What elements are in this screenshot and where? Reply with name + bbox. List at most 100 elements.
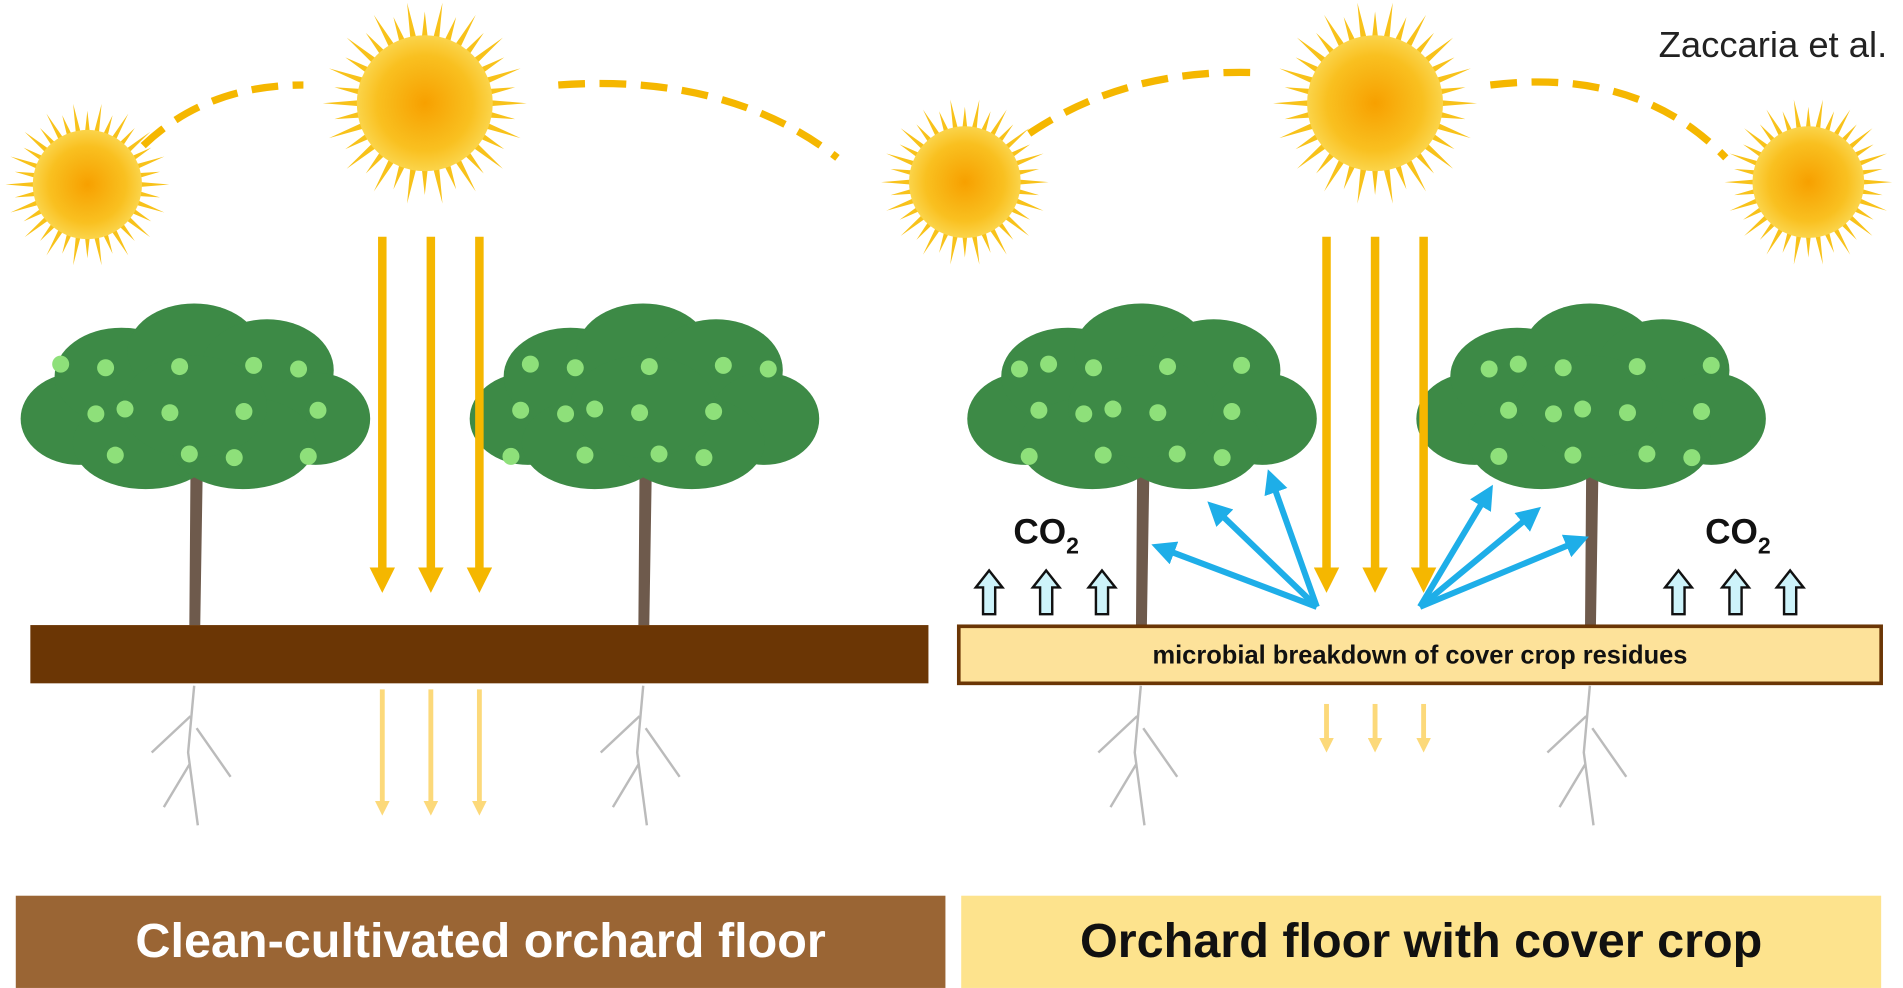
reflected-arrow bbox=[1163, 549, 1317, 607]
fruit bbox=[300, 448, 317, 465]
fruit bbox=[1619, 404, 1636, 421]
root bbox=[601, 686, 680, 826]
co2-arrow bbox=[1777, 570, 1804, 614]
fruit bbox=[1545, 405, 1562, 422]
fruit bbox=[1683, 449, 1700, 466]
sun-path bbox=[1490, 82, 1725, 158]
fruit bbox=[695, 449, 712, 466]
co2-arrow bbox=[1089, 570, 1116, 614]
fruit bbox=[512, 402, 529, 419]
tree bbox=[1416, 303, 1766, 625]
co2-sub: 2 bbox=[1758, 532, 1771, 558]
fruit bbox=[705, 403, 722, 420]
fruit bbox=[1223, 403, 1240, 420]
sun bbox=[5, 104, 169, 265]
co2-arrow bbox=[1665, 570, 1692, 614]
root bbox=[1547, 686, 1626, 826]
sun bbox=[881, 100, 1048, 265]
fruit bbox=[107, 447, 124, 464]
fruit bbox=[1011, 360, 1028, 377]
fruit bbox=[1510, 356, 1527, 373]
fruit bbox=[1040, 356, 1057, 373]
fruit bbox=[226, 449, 243, 466]
fruit bbox=[1574, 401, 1591, 418]
fruit bbox=[651, 445, 668, 462]
fruit bbox=[245, 357, 262, 374]
fruit bbox=[1075, 405, 1092, 422]
diagram: Zaccaria et al. microbial breakdown of c… bbox=[0, 0, 1903, 988]
sun-disc bbox=[1307, 35, 1443, 171]
co2-main: CO bbox=[1013, 513, 1066, 552]
co2-label: CO2 bbox=[1705, 513, 1771, 559]
fruit bbox=[290, 360, 307, 377]
right-banner-text: Orchard floor with cover crop bbox=[1080, 914, 1762, 968]
co2-main: CO bbox=[1705, 513, 1758, 552]
tree bbox=[967, 303, 1317, 625]
fruit bbox=[760, 360, 777, 377]
co2-label: CO2 bbox=[1013, 513, 1079, 559]
fruit bbox=[1104, 401, 1121, 418]
sun-path bbox=[558, 83, 837, 157]
sun-disc bbox=[33, 130, 142, 239]
fruit bbox=[161, 404, 178, 421]
co2-sub: 2 bbox=[1066, 532, 1079, 558]
fruit bbox=[52, 356, 69, 373]
fruit bbox=[181, 445, 198, 462]
credit: Zaccaria et al. bbox=[1659, 24, 1888, 65]
sun-disc bbox=[909, 126, 1021, 238]
fruit bbox=[87, 405, 104, 422]
fruit bbox=[631, 404, 648, 421]
fruit bbox=[1214, 449, 1231, 466]
fruit bbox=[1159, 358, 1176, 375]
sunlight-arrows bbox=[382, 237, 1423, 809]
fruit bbox=[117, 401, 134, 418]
sun bbox=[1273, 3, 1477, 204]
fruit bbox=[1085, 359, 1102, 376]
fruit bbox=[1703, 357, 1720, 374]
fruit bbox=[235, 403, 252, 420]
tree bbox=[470, 303, 820, 625]
sun-path bbox=[143, 85, 303, 146]
fruit bbox=[522, 356, 539, 373]
page: {"credit": "Zaccaria et al.", "left_pane… bbox=[0, 0, 1903, 988]
fruit bbox=[97, 359, 114, 376]
sun-disc bbox=[357, 35, 493, 171]
fruit bbox=[576, 447, 593, 464]
soil-label: microbial breakdown of cover crop residu… bbox=[1152, 641, 1687, 669]
tree bbox=[21, 303, 371, 625]
fruit bbox=[1638, 445, 1655, 462]
fruit bbox=[1095, 447, 1112, 464]
fruit bbox=[1481, 360, 1498, 377]
fruit bbox=[567, 359, 584, 376]
sun bbox=[323, 3, 527, 204]
fruit bbox=[557, 405, 574, 422]
fruit bbox=[309, 402, 326, 419]
fruit bbox=[1564, 447, 1581, 464]
sun-disc bbox=[1753, 126, 1865, 238]
fruit bbox=[1490, 448, 1507, 465]
co2-arrows bbox=[976, 570, 1804, 614]
roots bbox=[152, 686, 1627, 826]
fruit bbox=[1693, 403, 1710, 420]
root bbox=[152, 686, 231, 826]
reflected-light bbox=[1163, 481, 1578, 607]
fruit bbox=[641, 358, 658, 375]
co2-arrow bbox=[1033, 570, 1060, 614]
fruit bbox=[586, 401, 603, 418]
fruit bbox=[1149, 404, 1166, 421]
left-banner-text: Clean-cultivated orchard floor bbox=[135, 914, 825, 968]
sun-path bbox=[1029, 72, 1262, 133]
fruit bbox=[1169, 445, 1186, 462]
fruit bbox=[715, 357, 732, 374]
root bbox=[1098, 686, 1177, 826]
fruit bbox=[1233, 357, 1250, 374]
fruit bbox=[171, 358, 188, 375]
co2-arrow bbox=[976, 570, 1003, 614]
fruit bbox=[1021, 448, 1038, 465]
fruit bbox=[1555, 359, 1572, 376]
suns bbox=[5, 3, 1892, 265]
bare-soil bbox=[30, 625, 928, 683]
trees bbox=[21, 303, 1766, 625]
fruit bbox=[1629, 358, 1646, 375]
sun bbox=[1725, 100, 1892, 265]
